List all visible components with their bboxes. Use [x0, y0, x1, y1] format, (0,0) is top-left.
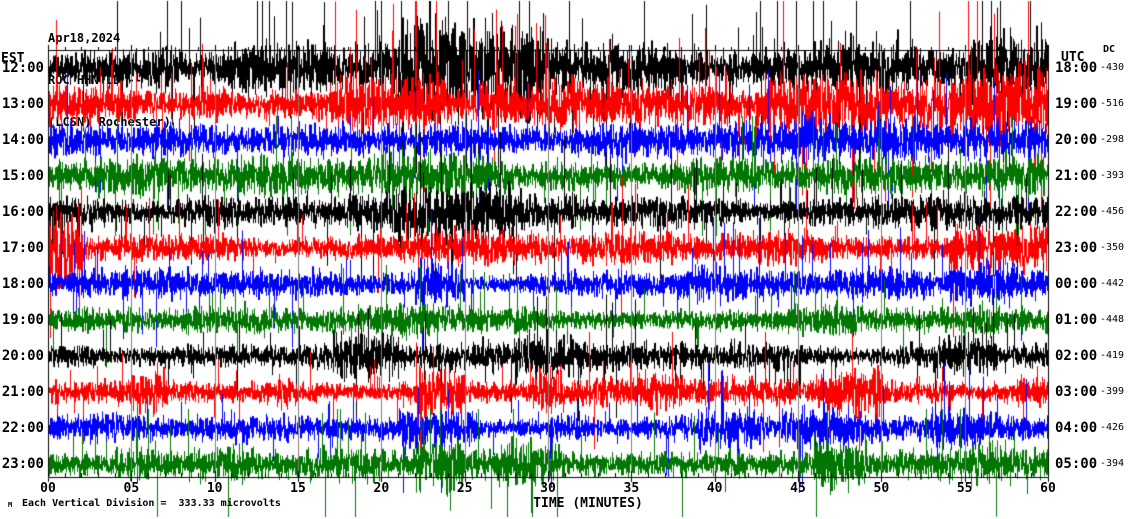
x-tick-label: 40: [706, 481, 723, 496]
scale-note: Each Vertical Division = 333.33 microvol…: [22, 498, 281, 509]
est-time-label: 15:00: [1, 168, 44, 184]
header-date: Apr18,2024: [48, 31, 121, 45]
x-tick-label: 35: [623, 481, 640, 496]
est-time-label: 12:00: [1, 60, 44, 76]
dc-value: -419: [1100, 350, 1125, 361]
x-tick-label: 25: [456, 481, 473, 496]
est-time-label: 22:00: [1, 420, 44, 436]
x-tick-label: 20: [373, 481, 390, 496]
x-tick-label: 15: [290, 481, 306, 496]
est-time-label: 17:00: [1, 240, 44, 256]
dc-column-header: DC: [1103, 44, 1116, 55]
dc-value: -399: [1100, 386, 1125, 397]
est-time-label: 23:00: [1, 456, 44, 472]
x-tick-label: 45: [790, 481, 806, 496]
est-time-label: 20:00: [1, 348, 44, 364]
dc-value: -442: [1100, 278, 1125, 289]
est-time-label: 16:00: [1, 204, 44, 220]
dc-value: -350: [1100, 242, 1125, 253]
header-location-line: (LCSN) Rochester): [48, 115, 171, 129]
dc-value: -516: [1100, 98, 1125, 109]
est-time-label: 19:00: [1, 312, 44, 328]
dc-value: -448: [1100, 314, 1125, 325]
x-tick-label: 30: [540, 481, 556, 496]
header: Apr18,2024 ROC HHN LD -- (LCSN) Rocheste…: [48, 3, 171, 157]
x-tick-label: 10: [206, 481, 223, 496]
x-tick-label: 05: [123, 481, 140, 496]
dc-value: -426: [1100, 422, 1125, 433]
x-tick-label: 55: [956, 481, 973, 496]
est-time-label: 14:00: [1, 132, 44, 148]
dc-value: -430: [1100, 62, 1125, 73]
dc-value: -456: [1100, 206, 1125, 217]
dc-value: -298: [1100, 134, 1125, 145]
microvolt-glyph: M: [8, 501, 13, 509]
dc-value: -393: [1100, 170, 1125, 181]
x-tick-label: 00: [40, 481, 56, 496]
x-tick-label: 50: [873, 481, 890, 496]
est-time-label: 21:00: [1, 384, 44, 400]
est-time-label: 18:00: [1, 276, 44, 292]
x-axis-title: TIME (MINUTES): [533, 496, 643, 511]
header-station-line: ROC HHN LD --: [48, 73, 142, 87]
dc-value: -394: [1100, 458, 1125, 469]
est-time-label: 13:00: [1, 96, 44, 112]
x-tick-label: 60: [1040, 481, 1056, 496]
